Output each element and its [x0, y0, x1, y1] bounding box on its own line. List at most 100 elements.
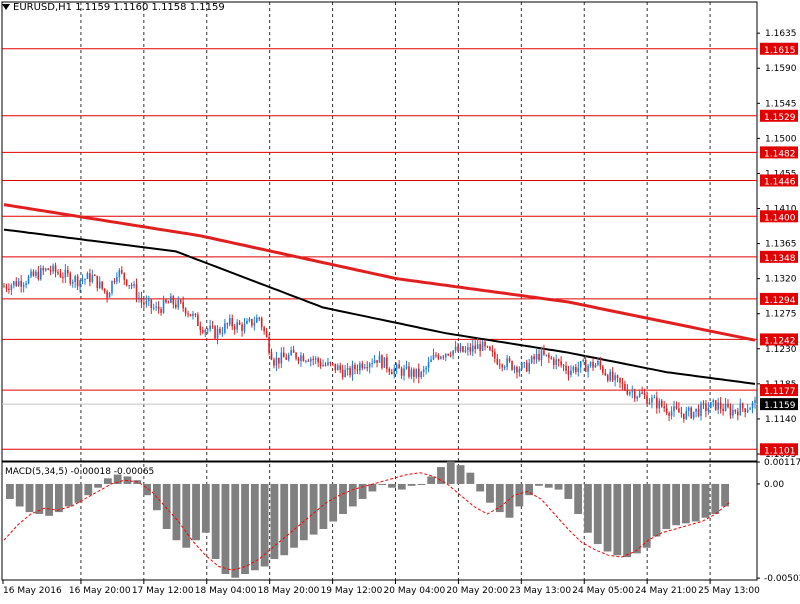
y-tick-label: 1.1590: [765, 64, 797, 74]
candle-body: [368, 363, 371, 368]
price-level-badge: [760, 384, 798, 397]
macd-histogram-bar: [84, 483, 93, 496]
candle-body: [557, 359, 560, 362]
candle-body: [749, 408, 751, 410]
candle-body: [81, 279, 84, 281]
x-tick-label: 20 May 04:00: [384, 586, 446, 596]
y-tick-label: 1.1140: [765, 415, 797, 425]
candle-body: [746, 409, 749, 413]
macd-histogram-bar: [201, 483, 210, 533]
macd-y-tick-label: 0.00117: [764, 458, 800, 468]
macd-panel-frame: [1, 461, 758, 581]
candle-body: [241, 324, 243, 331]
candle-body: [22, 284, 25, 287]
candle-body: [62, 277, 64, 279]
candle-body: [496, 358, 499, 365]
candle-body: [5, 286, 8, 289]
candle-body: [255, 317, 258, 323]
candle-body: [653, 397, 656, 399]
candle-body: [724, 403, 727, 411]
candle-body: [751, 402, 754, 409]
macd-histogram-bar: [613, 483, 622, 556]
candle-body: [135, 284, 138, 299]
candle-body: [253, 322, 256, 326]
macd-histogram-bar: [388, 483, 396, 488]
macd-histogram-bar: [407, 483, 416, 486]
macd-histogram-bar: [143, 483, 151, 496]
candle-body: [15, 281, 18, 286]
candle-body: [405, 366, 408, 369]
symbol-ohlc-label: EURUSD,H1 1.1159 1.1160 1.1158 1.1159: [13, 2, 225, 13]
candle-body: [96, 275, 99, 289]
candle-body: [307, 360, 310, 362]
candle-body: [697, 408, 700, 416]
candle-body: [597, 361, 599, 365]
x-tick-label: 25 May 13:00: [698, 586, 760, 596]
candle-body: [8, 288, 10, 291]
candle-body: [474, 345, 477, 350]
candle-body: [432, 354, 435, 360]
y-tick-label: 1.1230: [765, 345, 797, 355]
candle-body: [604, 372, 607, 376]
candle-body: [714, 400, 717, 410]
candle-body: [410, 369, 413, 377]
candle-body: [425, 367, 427, 370]
candle-body: [376, 360, 378, 363]
macd-histogram-bar: [35, 483, 44, 514]
candle-body: [280, 352, 283, 364]
x-tick-label: 17 May 12:00: [132, 586, 194, 596]
y-tick-label: 1.1635: [765, 29, 797, 39]
macd-histogram-bar: [662, 483, 671, 529]
candle-body: [378, 355, 381, 363]
candle-body: [199, 325, 202, 331]
macd-signal-line: [3, 472, 730, 571]
candle-body: [226, 323, 229, 325]
candle-body: [442, 356, 445, 358]
candle-body: [646, 395, 648, 405]
candle-body: [20, 281, 22, 287]
candle-body: [550, 357, 553, 359]
candle-body: [346, 367, 349, 370]
candle-body: [660, 400, 663, 407]
candle-body: [624, 383, 626, 390]
candle-body: [150, 299, 153, 308]
macd-histogram-bar: [652, 483, 661, 537]
candle-body: [231, 318, 234, 327]
candle-body: [454, 346, 457, 351]
macd-histogram-bar: [339, 483, 347, 514]
candle-body: [427, 362, 430, 368]
current-price-badge: [760, 398, 798, 411]
candle-body: [712, 400, 715, 403]
candle-body: [727, 403, 729, 408]
macd-histogram-bar: [329, 483, 338, 522]
candle-body: [197, 314, 199, 326]
candle-body: [174, 304, 177, 308]
macd-histogram-bar: [554, 483, 563, 490]
candle-body: [739, 403, 742, 416]
candle-body: [336, 365, 339, 371]
macd-histogram-bar: [309, 483, 318, 535]
candle-body: [494, 351, 496, 359]
candle-body: [719, 402, 722, 409]
candle-body: [145, 301, 148, 305]
candle-body: [103, 288, 106, 292]
macd-histogram-bar: [721, 483, 729, 507]
candle-body: [64, 269, 67, 278]
macd-histogram-bar: [260, 483, 269, 567]
candle-body: [636, 396, 638, 399]
candle-body: [344, 369, 346, 378]
macd-histogram-bar: [633, 483, 641, 554]
candle-body: [37, 271, 40, 280]
y-tick-label: 1.1455: [765, 169, 797, 179]
candle-body: [589, 361, 592, 366]
candle-body: [518, 368, 521, 373]
candle-body: [282, 352, 285, 358]
moving-average-line: [3, 228, 756, 385]
price-level-badge: [760, 250, 798, 263]
candle-body: [79, 280, 81, 287]
candle-body: [501, 364, 504, 368]
candle-body: [35, 271, 37, 276]
dropdown-triangle-icon[interactable]: [2, 4, 10, 10]
